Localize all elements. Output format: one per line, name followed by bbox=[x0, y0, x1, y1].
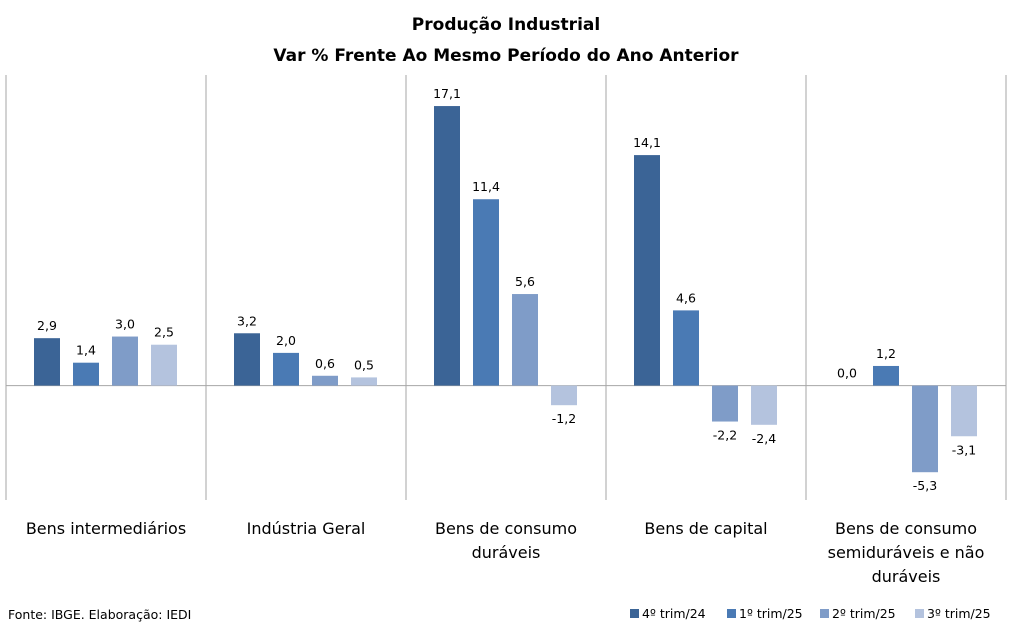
data-label: 0,6 bbox=[315, 356, 335, 371]
category-label: duráveis bbox=[472, 543, 541, 562]
category-label: Bens de consumo bbox=[435, 519, 577, 538]
bar-4-1 bbox=[151, 344, 177, 386]
bar-3-1 bbox=[112, 336, 138, 386]
data-label: 11,4 bbox=[472, 179, 500, 194]
legend-swatch bbox=[630, 609, 639, 618]
bar-3-2 bbox=[312, 375, 338, 386]
bar-1-4 bbox=[634, 155, 660, 386]
data-label: -1,2 bbox=[552, 411, 576, 426]
data-label: 1,2 bbox=[876, 346, 896, 361]
chart-subtitle: Var % Frente Ao Mesmo Período do Ano Ant… bbox=[273, 46, 739, 66]
source-note: Fonte: IBGE. Elaboração: IEDI bbox=[8, 607, 191, 622]
legend-label: 1º trim/25 bbox=[739, 606, 803, 621]
data-label: -2,2 bbox=[713, 428, 737, 443]
data-label: -5,3 bbox=[913, 478, 937, 493]
bar-4-5 bbox=[951, 385, 977, 437]
category-label: Indústria Geral bbox=[247, 519, 366, 538]
data-label: 2,0 bbox=[276, 333, 296, 348]
legend-label: 3º trim/25 bbox=[927, 606, 991, 621]
bar-4-2 bbox=[351, 377, 377, 386]
bar-4-4 bbox=[751, 385, 777, 425]
bar-2-4 bbox=[673, 310, 699, 386]
data-label: 1,4 bbox=[76, 343, 96, 358]
category-label: semiduráveis e não bbox=[828, 543, 985, 562]
legend-swatch bbox=[727, 609, 736, 618]
category-label: Bens intermediários bbox=[26, 519, 186, 538]
data-label: -3,1 bbox=[952, 442, 976, 457]
bar-2-5 bbox=[873, 365, 899, 386]
category-label: Bens de capital bbox=[644, 519, 767, 538]
data-label: 3,2 bbox=[237, 313, 257, 328]
data-label: -2,4 bbox=[752, 431, 776, 446]
data-label: 3,0 bbox=[115, 317, 135, 332]
bar-4-3 bbox=[551, 385, 577, 406]
bar-3-4 bbox=[712, 385, 738, 422]
legend-label: 2º trim/25 bbox=[832, 606, 896, 621]
plot-area: 2,9 3,2 17,1 14,1 0,0 1,4 2,0 11,4 4,6 1,2 3,0 0,6 5… bbox=[5, 75, 1007, 586]
bar-1-3 bbox=[434, 106, 460, 386]
bar-3-5 bbox=[912, 385, 938, 473]
data-label: 14,1 bbox=[633, 135, 661, 150]
bar-3-3 bbox=[512, 294, 538, 386]
bar-2-1 bbox=[73, 362, 99, 386]
category-label: duráveis bbox=[872, 567, 941, 586]
data-label: 2,9 bbox=[37, 318, 57, 333]
bar-1-2 bbox=[234, 333, 260, 386]
bar-1-1 bbox=[34, 338, 60, 386]
legend-label: 4º trim/24 bbox=[642, 606, 706, 621]
legend-swatch bbox=[915, 609, 924, 618]
data-label: 5,6 bbox=[515, 274, 535, 289]
data-label: 0,5 bbox=[354, 357, 374, 372]
bar-2-3 bbox=[473, 199, 499, 386]
category-label: Bens de consumo bbox=[835, 519, 977, 538]
legend: 4º trim/24 1º trim/25 2º trim/25 3º trim/25 bbox=[630, 606, 991, 621]
data-label: 0,0 bbox=[837, 366, 857, 381]
data-label: 4,6 bbox=[676, 290, 696, 305]
bar-2-2 bbox=[273, 352, 299, 386]
chart-title: Produção Industrial bbox=[412, 15, 600, 35]
legend-swatch bbox=[820, 609, 829, 618]
data-label: 17,1 bbox=[433, 86, 461, 101]
data-label: 2,5 bbox=[154, 325, 174, 340]
